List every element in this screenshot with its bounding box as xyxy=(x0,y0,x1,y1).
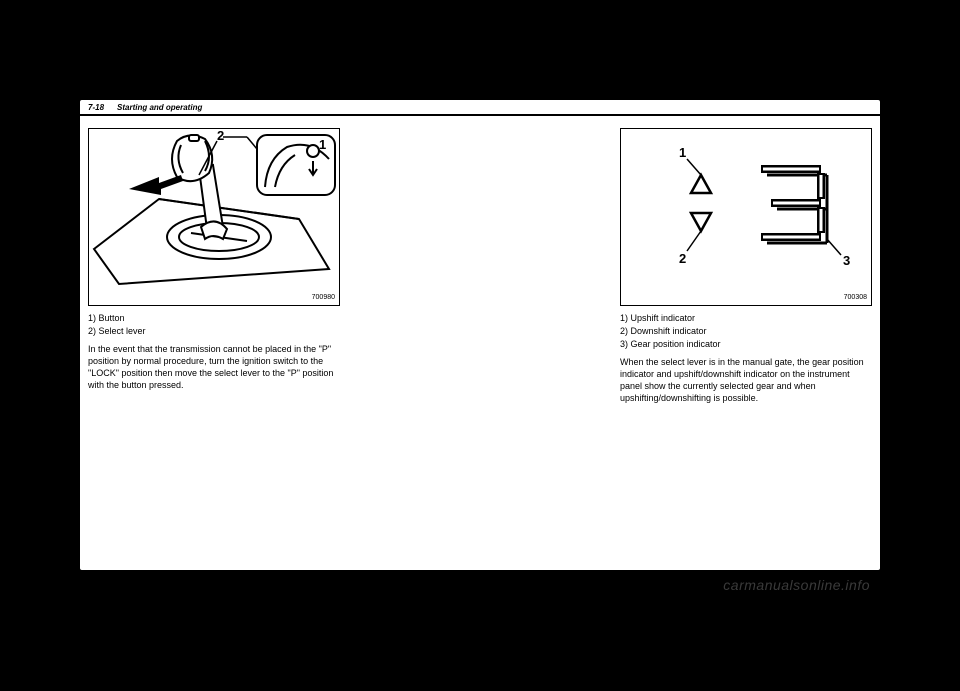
column-3: 1 2 3 700308 1) Upshift indicator 2) Dow… xyxy=(620,128,872,562)
callout-r3: 3 xyxy=(843,253,850,268)
column-1: 2 1 700980 1) Button 2) Select lever In … xyxy=(88,128,340,562)
legend-left-1: 1) Button xyxy=(88,312,340,324)
gear-indicator-diagram: 1 2 3 xyxy=(621,129,871,289)
figure-ref-right: 700308 xyxy=(621,292,871,304)
figure-ref-left: 700980 xyxy=(89,292,339,304)
figure-shift-release: 2 1 700980 xyxy=(88,128,340,306)
legend-right-3: 3) Gear position indicator xyxy=(620,338,872,350)
section-title: Starting and operating xyxy=(114,103,205,112)
shift-release-diagram: 2 1 xyxy=(89,129,339,289)
manual-page: 7-18 Starting and operating xyxy=(80,100,880,570)
legend-left-2: 2) Select lever xyxy=(88,325,340,337)
columns: 2 1 700980 1) Button 2) Select lever In … xyxy=(88,128,872,562)
callout-r2: 2 xyxy=(679,251,686,266)
watermark: carmanualsonline.info xyxy=(723,577,870,593)
page-number: 7-18 xyxy=(88,103,107,112)
header-rule xyxy=(80,114,880,116)
col1-body: In the event that the transmission canno… xyxy=(88,343,340,392)
column-2 xyxy=(354,128,606,562)
legend-right-1: 1) Upshift indicator xyxy=(620,312,872,324)
figure-gear-indicator: 1 2 3 700308 xyxy=(620,128,872,306)
callout-r1: 1 xyxy=(679,145,686,160)
callout-1-svg: 1 xyxy=(319,137,326,152)
legend-right-2: 2) Downshift indicator xyxy=(620,325,872,337)
col3-body: When the select lever is in the manual g… xyxy=(620,356,872,405)
callout-2-svg: 2 xyxy=(217,129,224,143)
